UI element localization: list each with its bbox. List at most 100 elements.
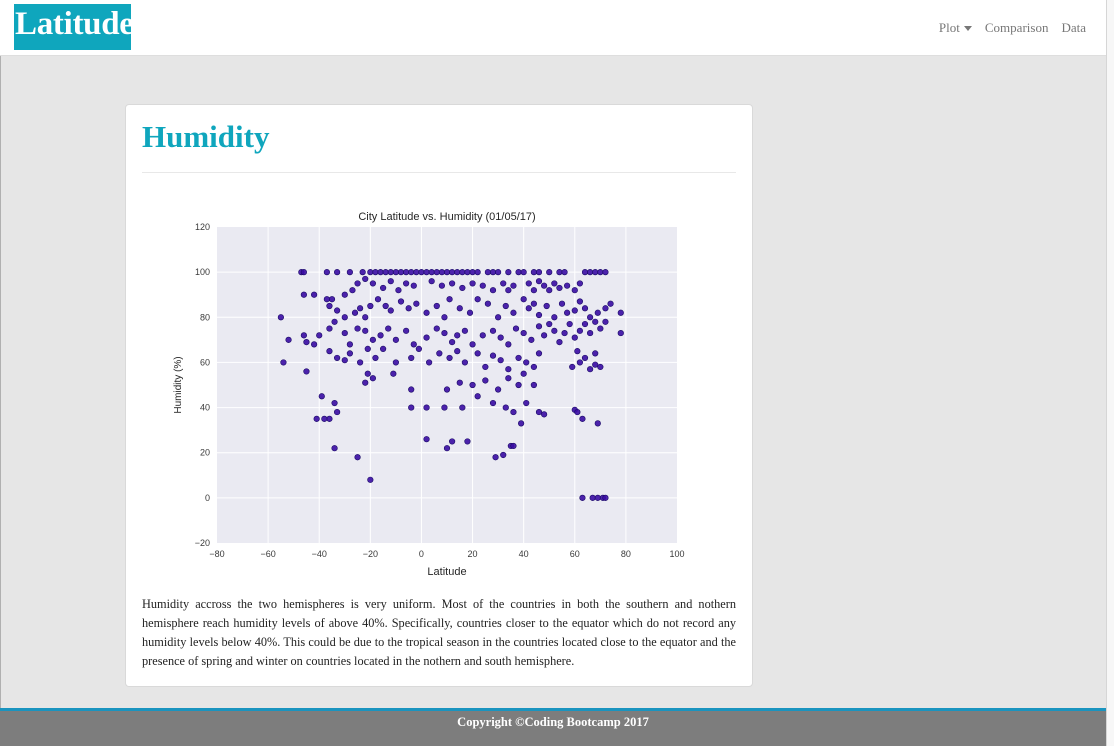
data-point [574, 408, 581, 416]
data-point [482, 377, 489, 384]
data-point [390, 370, 397, 377]
data-point [438, 269, 445, 276]
data-point [341, 329, 348, 337]
data-point [530, 381, 537, 389]
data-point [395, 287, 402, 294]
data-point [449, 280, 456, 287]
data-point [558, 300, 566, 307]
data-point [403, 327, 410, 334]
x-axis-label: Latitude [427, 566, 466, 578]
data-point [362, 275, 369, 283]
data-point [323, 296, 330, 303]
data-point [408, 386, 415, 393]
data-point [469, 269, 476, 276]
data-point [377, 269, 384, 276]
data-point [423, 334, 430, 341]
page-border [0, 56, 1, 746]
data-point [505, 375, 512, 382]
data-point [525, 305, 532, 312]
data-point [556, 284, 563, 292]
data-point [369, 375, 376, 382]
data-point [617, 309, 624, 316]
data-point [313, 415, 320, 422]
data-point [387, 307, 394, 314]
scrollbar[interactable] [1106, 0, 1114, 746]
data-point [566, 320, 573, 328]
data-point [602, 318, 609, 325]
nav-plot-dropdown[interactable]: Plot [939, 20, 972, 36]
nav-menu: Plot Comparison Data [939, 20, 1086, 36]
y-tick-label: 0 [205, 493, 210, 503]
data-point [456, 305, 463, 312]
data-point [441, 329, 448, 337]
nav-data-link[interactable]: Data [1061, 20, 1086, 35]
data-point [505, 341, 512, 348]
data-point [331, 445, 338, 452]
y-tick-label: 20 [200, 448, 210, 458]
data-point [594, 494, 601, 501]
data-point [311, 341, 318, 348]
data-point [443, 269, 451, 276]
data-point [323, 269, 330, 276]
x-tick-label: 60 [570, 549, 580, 559]
data-point [602, 305, 609, 312]
data-point [374, 296, 382, 303]
data-point [428, 278, 435, 285]
data-point [364, 345, 371, 352]
humidity-scatter-chart: City Latitude vs. Humidity (01/05/17) −8… [173, 211, 685, 578]
data-point [484, 269, 491, 276]
brand-logo[interactable]: Latitude [14, 4, 134, 50]
data-point [569, 363, 576, 371]
data-point [543, 302, 550, 310]
data-point [581, 320, 589, 328]
data-point [392, 336, 399, 343]
data-point [423, 404, 430, 411]
data-point [387, 278, 394, 285]
data-point [364, 370, 371, 377]
data-point [546, 269, 553, 276]
data-point [443, 445, 451, 452]
data-point [426, 359, 433, 366]
data-point [579, 494, 586, 501]
data-point [581, 305, 589, 312]
data-point [385, 325, 392, 332]
data-point [535, 408, 543, 416]
data-point [594, 309, 601, 316]
data-point [461, 327, 468, 334]
data-point [489, 269, 497, 276]
data-point [495, 314, 502, 321]
data-point [303, 368, 310, 375]
data-point [597, 269, 604, 276]
data-point [484, 300, 491, 307]
data-point [510, 408, 517, 416]
footer: Copyright ©Coding Bootcamp 2017 [0, 708, 1106, 746]
data-point [602, 269, 609, 276]
nav-comparison-link[interactable]: Comparison [984, 20, 1049, 35]
data-point [461, 359, 468, 366]
data-point [446, 296, 453, 303]
data-point [574, 348, 581, 355]
data-point [459, 284, 466, 292]
data-point [576, 298, 583, 305]
data-point [403, 280, 410, 287]
data-point [423, 309, 430, 316]
data-point [497, 334, 504, 341]
data-point [530, 363, 537, 371]
data-point [556, 339, 563, 346]
data-point [489, 399, 497, 407]
data-point [392, 269, 399, 276]
data-point [415, 345, 422, 352]
data-point [441, 404, 448, 411]
data-point [456, 379, 463, 386]
data-point [576, 359, 583, 366]
data-point [535, 350, 543, 357]
data-point [423, 269, 430, 276]
data-point [464, 438, 471, 445]
data-point [369, 280, 376, 287]
data-point [535, 269, 543, 276]
data-point [372, 269, 379, 276]
data-point [518, 420, 525, 427]
data-point [454, 348, 461, 355]
data-point [438, 282, 445, 289]
data-point [413, 300, 420, 307]
